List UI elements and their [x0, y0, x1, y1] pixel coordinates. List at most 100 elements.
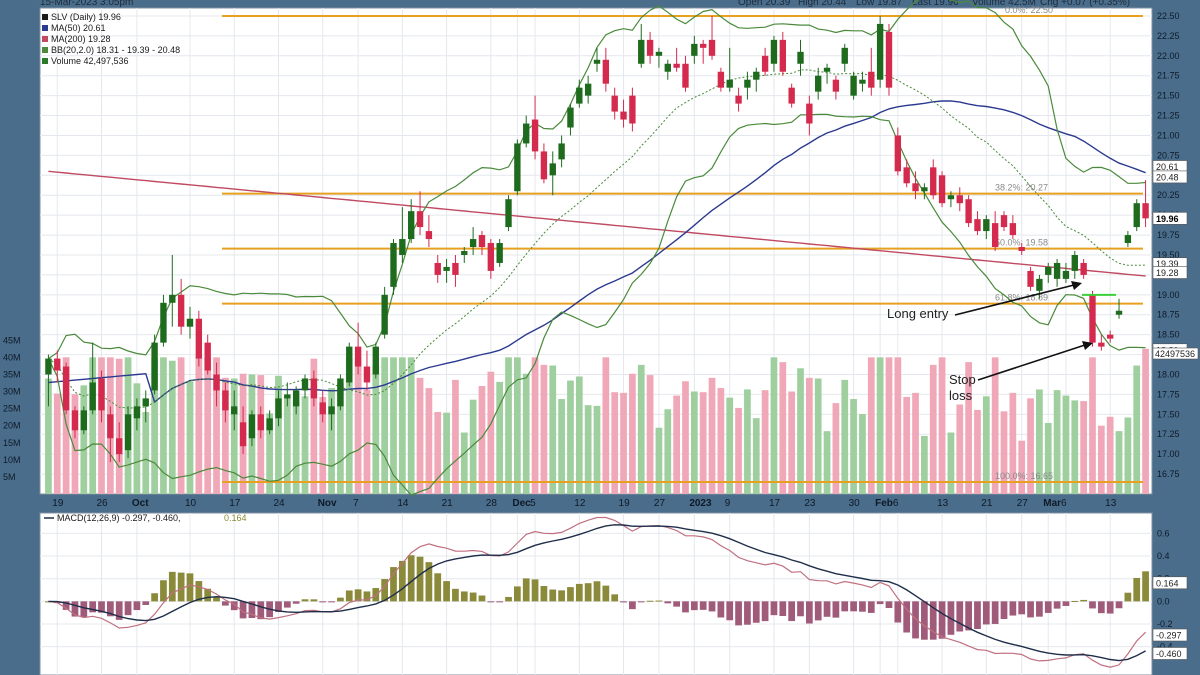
macd-histogram-bar — [699, 601, 707, 610]
volume-bar — [443, 412, 450, 494]
macd-histogram-bar — [1124, 592, 1132, 602]
volume-bar — [602, 357, 610, 494]
macd-histogram-bar — [752, 601, 760, 623]
macd-histogram-bar — [275, 601, 282, 613]
macd-histogram-bar — [469, 592, 477, 602]
candle-body — [1045, 266, 1052, 275]
volume-tick-label: 40M — [3, 352, 21, 362]
volume-bar — [275, 375, 282, 494]
macd-histogram-bar — [230, 601, 238, 611]
bb-middle-line — [48, 69, 1146, 409]
candle-body — [133, 406, 141, 419]
macd-badge-box — [1152, 647, 1188, 660]
volume-bar — [814, 378, 822, 494]
candle-body — [983, 219, 990, 232]
macd-histogram-bar — [575, 583, 583, 602]
fib-level-label: 100.0%: 16.65 — [995, 471, 1053, 481]
volume-bar — [558, 399, 565, 494]
x-tick-label: 17 — [229, 498, 241, 509]
volume-bar — [1089, 357, 1096, 494]
candle-body — [912, 183, 919, 192]
volume-bar — [540, 364, 548, 494]
candle-body — [434, 262, 441, 275]
volume-bar — [522, 373, 530, 494]
volume-bar — [425, 388, 433, 494]
volume-bar — [1009, 392, 1017, 494]
candle-body — [903, 167, 910, 184]
candle-body — [841, 47, 848, 64]
candle-body — [558, 143, 565, 160]
macd-histogram-bar — [673, 601, 680, 607]
candle-body — [399, 239, 406, 255]
macd-histogram-bar — [1062, 601, 1070, 606]
volume-bar — [788, 391, 796, 494]
ma50-line — [48, 100, 1146, 404]
macd-histogram-bar — [814, 601, 822, 621]
macd-histogram-bar — [522, 578, 530, 602]
header-bar: 15-Mar-2023 3:05pm Open 20.39 High 20.44… — [0, 0, 1200, 8]
volume-bar — [735, 407, 742, 494]
macd-histogram-bar — [1089, 601, 1096, 609]
macd-tick-label: -0.2 — [1157, 619, 1173, 629]
x-tick-label: Oct — [132, 498, 149, 509]
candle-body — [425, 231, 433, 240]
macd-histogram-bar — [584, 583, 592, 602]
macd-histogram-bar — [363, 591, 371, 602]
candle-body — [469, 239, 477, 248]
candle-body — [372, 346, 379, 375]
candle-body — [169, 294, 176, 303]
candle-body — [540, 151, 548, 180]
macd-histogram-bar — [832, 601, 840, 618]
macd-histogram-bar — [1027, 601, 1034, 618]
macd-histogram-bar — [1018, 601, 1026, 615]
price-tick-label: 17.50 — [1157, 409, 1180, 419]
x-tick-label: 14 — [397, 498, 409, 509]
macd-histogram-bar — [1115, 601, 1123, 609]
volume-bar — [885, 357, 893, 494]
candle-body — [832, 79, 840, 92]
candle-body — [505, 199, 512, 228]
candle-body — [699, 43, 707, 48]
macd-tick-label: -0.4 — [1157, 642, 1173, 652]
candle-body — [116, 438, 123, 455]
candle-body — [89, 382, 96, 411]
macd-histogram-bar — [602, 585, 610, 602]
x-tick-label: 24 — [273, 498, 285, 509]
x-tick-label: 10 — [185, 498, 197, 509]
macd-histogram-bar — [682, 601, 689, 613]
macd-histogram-bar — [549, 589, 557, 602]
volume-bar — [328, 388, 335, 494]
volume-bar — [89, 357, 97, 494]
volume-tick-label: 20M — [3, 421, 21, 431]
macd-histogram-bar — [655, 600, 663, 602]
volume-bar — [655, 427, 663, 494]
macd-histogram-bar — [1106, 601, 1114, 614]
macd-histogram-bar — [929, 601, 937, 640]
macd-histogram-bar — [823, 601, 831, 617]
macd-histogram-bar — [160, 580, 167, 602]
candle-body — [1062, 270, 1070, 279]
macd-histogram-bar — [71, 601, 79, 617]
candle-body — [682, 63, 689, 88]
volume-tick-label: 25M — [3, 404, 21, 414]
price-tick-label: 19.50 — [1157, 250, 1180, 260]
candle-body — [584, 83, 592, 96]
macd-histogram-bar — [133, 601, 141, 611]
volume-bar — [1071, 400, 1079, 494]
candle-body — [735, 95, 742, 104]
volume-bar — [514, 357, 521, 494]
price-tick-label: 22.25 — [1157, 31, 1180, 41]
candle-body — [1080, 262, 1087, 275]
volume-bar — [938, 357, 946, 494]
volume-bar — [416, 377, 424, 494]
macd-histogram-bar — [168, 571, 176, 602]
candle-body — [443, 266, 450, 271]
candle-body — [186, 318, 194, 327]
volume-tick-label: 15M — [3, 438, 21, 448]
candle-body — [673, 63, 680, 68]
x-tick-label: 21 — [442, 498, 454, 509]
candle-body — [930, 167, 937, 196]
candle-body — [921, 187, 928, 192]
volume-bar — [629, 373, 636, 494]
axis-badge-label: 19.28 — [1156, 268, 1179, 278]
